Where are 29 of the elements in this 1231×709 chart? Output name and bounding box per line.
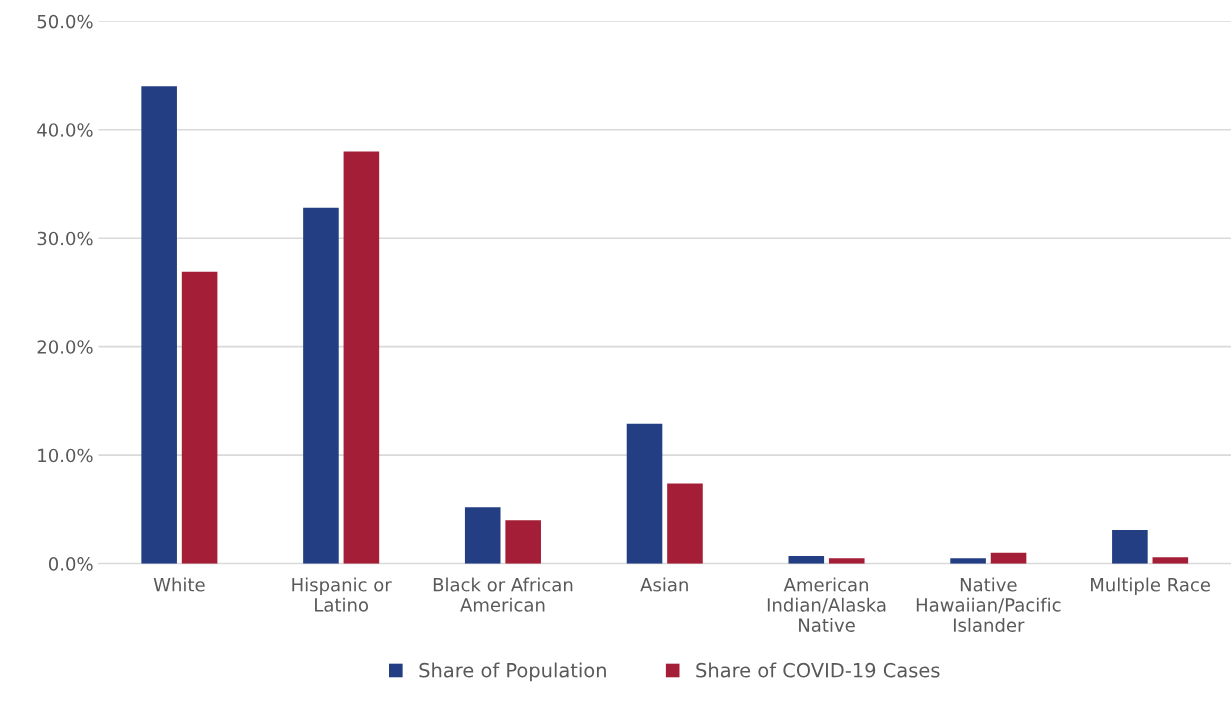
bar [343,151,380,564]
x-tick-label: American Indian/Alaska Native [767,577,886,632]
y-tick-label: 50.0% [37,14,93,29]
bar [181,271,218,564]
x-tick-label: Asian [640,577,688,592]
x-tick-label: Multiple Race [1091,577,1210,596]
y-tick-label: 40.0% [37,123,93,137]
legend-label: Share of Population [419,662,606,682]
y-tick-label: 10.0% [38,448,93,463]
x-tick-label: White [153,577,205,592]
legend-label: Share of COVID-19 Cases [696,662,940,678]
bar [464,507,501,564]
bar [505,520,541,564]
x-tick-label: Native Hawaiian/Pacific Islander [916,577,1061,632]
bar [1112,530,1148,564]
y-tick-label: 20.0% [37,340,93,354]
x-tick-label: Black or African American [433,577,573,612]
x-tick-label: Hispanic or Latino [292,577,392,612]
bar [828,558,865,564]
bar [303,207,339,564]
bar [626,423,663,564]
bar [950,558,986,564]
bar [141,86,177,564]
bar [788,556,825,564]
y-tick-label: 30.0% [37,231,93,246]
y-tick-label: 0.0% [48,557,93,571]
bar [1152,557,1189,564]
bar [667,483,703,564]
bar [990,552,1027,564]
